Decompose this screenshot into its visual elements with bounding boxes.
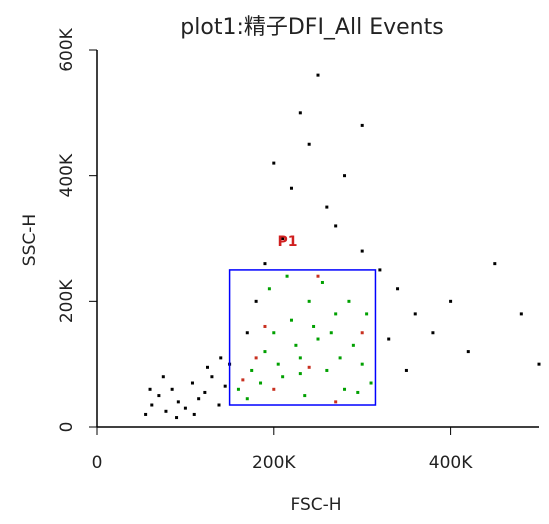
point [466, 350, 470, 354]
point [245, 397, 249, 401]
y-tick-label: 400K [57, 153, 77, 197]
point [404, 368, 408, 372]
point [272, 161, 276, 165]
point [307, 365, 311, 369]
point [307, 299, 311, 303]
point [281, 375, 285, 379]
y-tick-label: 0 [57, 422, 77, 433]
y-axis-label: SSC-H [20, 214, 40, 266]
point [289, 318, 293, 322]
point [161, 375, 165, 379]
point [365, 312, 369, 316]
point [519, 312, 523, 316]
point [254, 356, 258, 360]
point [245, 331, 249, 335]
point [148, 387, 152, 391]
point [267, 287, 271, 291]
point [316, 274, 320, 278]
point [236, 387, 240, 391]
point [144, 412, 148, 416]
point [170, 387, 174, 391]
point [263, 324, 267, 328]
point [203, 390, 207, 394]
point [312, 324, 316, 328]
point [285, 274, 289, 278]
point [537, 362, 541, 366]
point [250, 368, 254, 372]
point [413, 312, 417, 316]
gate [228, 269, 377, 406]
point [210, 375, 214, 379]
point [176, 400, 180, 404]
point [325, 368, 329, 372]
point [334, 312, 338, 316]
point [281, 237, 285, 240]
point [360, 249, 364, 253]
point [369, 381, 373, 385]
point [360, 331, 364, 335]
point [276, 362, 280, 366]
x-tick-label: 0 [92, 453, 103, 473]
point [343, 174, 347, 178]
point [241, 378, 245, 382]
point [356, 390, 360, 394]
point [298, 372, 302, 376]
point [334, 400, 338, 404]
y-tick-label: 600K [57, 27, 77, 71]
point [223, 384, 227, 388]
point [325, 205, 329, 209]
point [360, 123, 364, 127]
point [190, 381, 194, 385]
point [254, 299, 258, 303]
point [320, 280, 324, 284]
point [343, 387, 347, 391]
point [272, 331, 276, 335]
point [183, 406, 187, 410]
point [263, 262, 267, 266]
point [263, 350, 267, 354]
point [316, 337, 320, 341]
gate-label: P1 [278, 234, 298, 250]
point [316, 73, 320, 77]
point [387, 337, 391, 341]
x-tick-label: 200K [252, 453, 296, 473]
point [378, 268, 382, 272]
point [175, 416, 179, 420]
point [307, 142, 311, 146]
point [289, 186, 293, 190]
x-tick-label: 400K [429, 453, 473, 473]
point [329, 331, 333, 335]
point [272, 387, 276, 391]
point [294, 343, 298, 347]
chart-title: plot1:精子DFI_All Events [180, 15, 443, 40]
x-axis-label: FSC-H [290, 495, 341, 515]
point [347, 299, 351, 303]
point [493, 262, 497, 266]
y-tick-label: 200K [57, 279, 77, 323]
point [360, 362, 364, 366]
point [396, 287, 400, 291]
point [298, 356, 302, 360]
point [351, 343, 355, 347]
point [259, 381, 263, 385]
point [298, 111, 302, 115]
point [150, 403, 154, 407]
point [303, 394, 307, 398]
point [219, 356, 223, 360]
point [164, 409, 168, 413]
point [206, 365, 209, 369]
point [192, 412, 196, 416]
point [157, 394, 161, 398]
point [217, 403, 221, 407]
point [449, 299, 453, 303]
point [197, 397, 201, 401]
point [338, 356, 342, 360]
point [334, 224, 338, 228]
point [431, 331, 435, 335]
